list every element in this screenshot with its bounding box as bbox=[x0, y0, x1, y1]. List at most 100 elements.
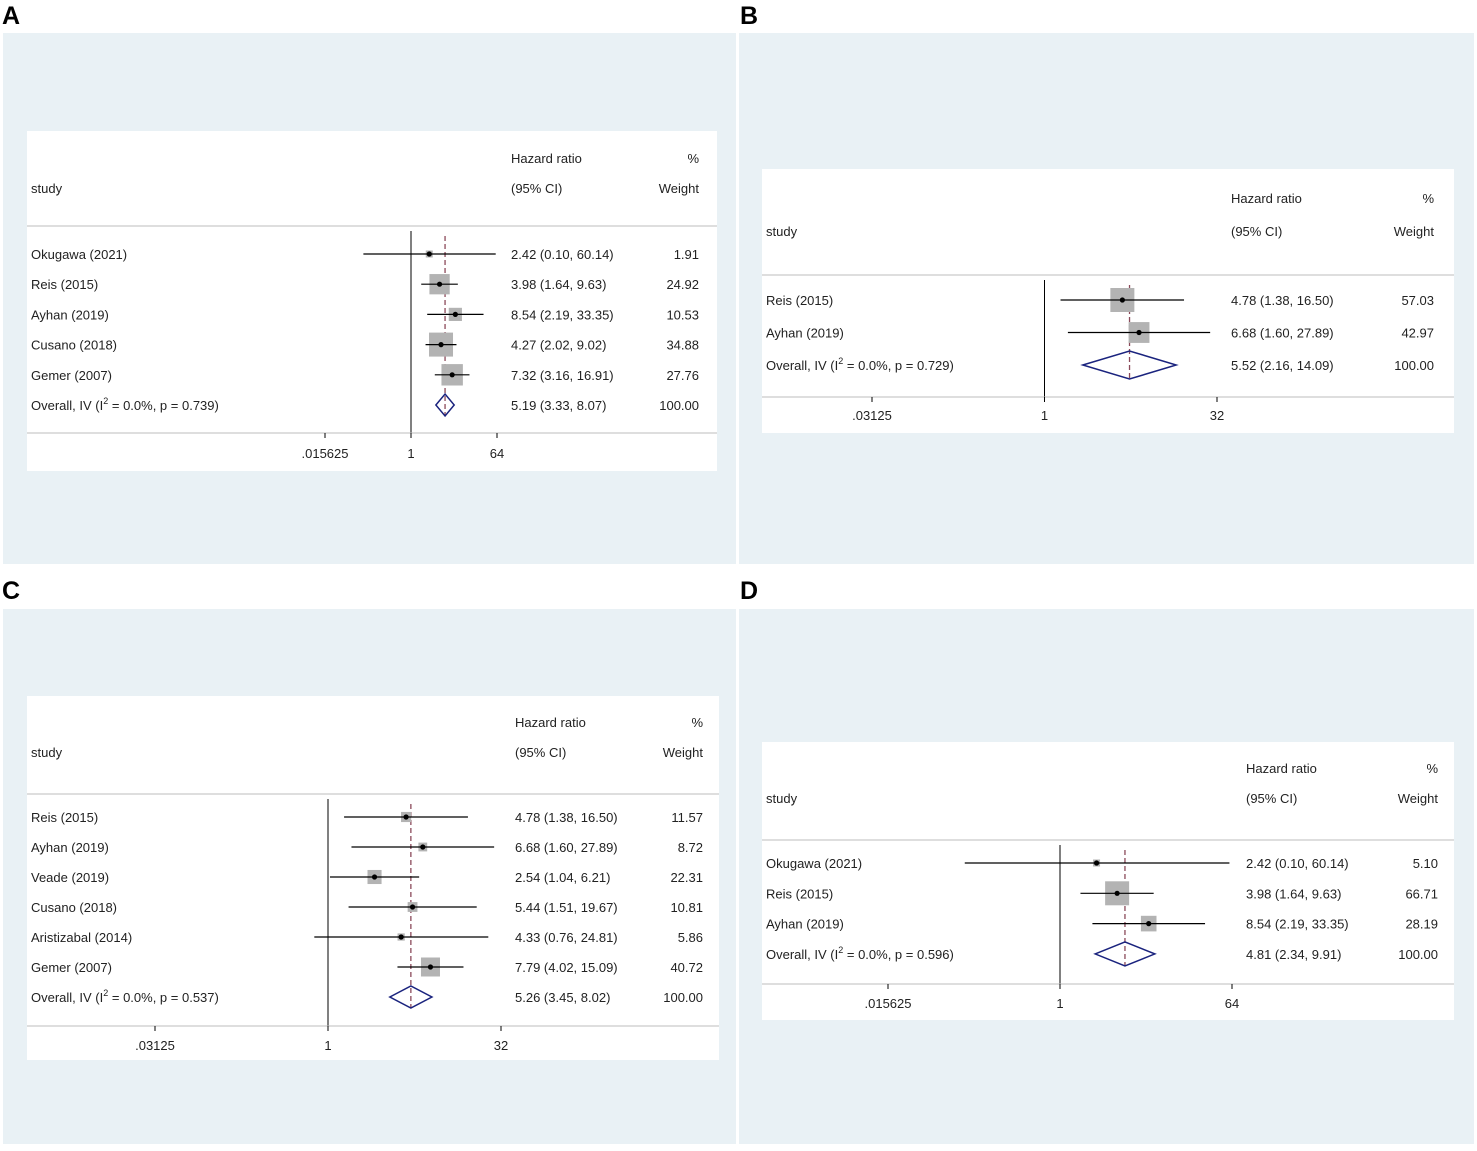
study-name: Reis (2015) bbox=[766, 293, 833, 308]
forest-plot-d: Hazard ratio% study (95% CI) Weight .015625 1… bbox=[762, 742, 1454, 1020]
forest-plot-b: Hazard ratio% study (95% CI) Weight .03125 1 3… bbox=[762, 169, 1454, 433]
x-tick-label: 32 bbox=[494, 1038, 508, 1053]
study-weight: 40.72 bbox=[670, 960, 703, 975]
panel-label-b: B bbox=[740, 2, 759, 30]
study-header: study bbox=[766, 791, 798, 806]
overall-diamond bbox=[388, 985, 434, 1009]
study-name: Ayhan (2019) bbox=[766, 326, 844, 341]
x-tick-label: 64 bbox=[1225, 996, 1239, 1011]
overall-weight: 100.00 bbox=[659, 398, 699, 413]
forest-plot-c-svg: Hazard ratio % study (95% CI) Weight .03125 1 3… bbox=[27, 715, 719, 1053]
study-name: Gemer (2007) bbox=[31, 368, 112, 383]
study-ci-text: 8.54 (2.19, 33.35) bbox=[1246, 917, 1349, 932]
study-weight: 10.81 bbox=[670, 900, 703, 915]
study-point-estimate bbox=[452, 311, 458, 317]
study-ci-text: 4.27 (2.02, 9.02) bbox=[511, 338, 606, 353]
weight-header: Weight bbox=[1398, 791, 1439, 806]
study-header: study bbox=[31, 745, 63, 760]
x-tick-label: 1 bbox=[1041, 408, 1048, 423]
effect-header: Hazard ratio bbox=[511, 151, 582, 166]
x-tick-label: 1 bbox=[324, 1038, 331, 1053]
study-name: Cusano (2018) bbox=[31, 338, 117, 353]
x-tick-label: 1 bbox=[1056, 996, 1063, 1011]
effect-header: Hazard ratio bbox=[1246, 761, 1317, 776]
x-tick-label: 1 bbox=[407, 446, 414, 461]
overall-diamond bbox=[434, 392, 456, 418]
overall-weight: 100.00 bbox=[1398, 947, 1438, 962]
study-point-estimate bbox=[420, 844, 426, 850]
weight-header: Weight bbox=[1394, 224, 1435, 239]
forest-plot-b-svg: Hazard ratio % study (95% CI) Weight .03125 1 3… bbox=[762, 191, 1454, 423]
ci-header: (95% CI) bbox=[515, 745, 566, 760]
study-name: Reis (2015) bbox=[31, 277, 98, 292]
study-point-estimate bbox=[436, 281, 443, 287]
overall-ci-text: 5.26 (3.45, 8.02) bbox=[515, 990, 610, 1005]
study-ci-text: 7.79 (4.02, 15.09) bbox=[515, 960, 618, 975]
x-tick-label: .015625 bbox=[302, 446, 349, 461]
overall-ci-text: 4.81 (2.34, 9.91) bbox=[1246, 947, 1341, 962]
overall-ci-text: 5.19 (3.33, 8.07) bbox=[511, 398, 606, 413]
ci-header: (95% CI) bbox=[1231, 224, 1282, 239]
weight-header: Weight bbox=[659, 181, 700, 196]
overall-diamond bbox=[1093, 941, 1157, 967]
study-name: Gemer (2007) bbox=[31, 960, 112, 975]
study-ci-text: 3.98 (1.64, 9.63) bbox=[511, 277, 606, 292]
weight-header-symbol: % bbox=[691, 715, 703, 730]
study-ci-text: 2.42 (0.10, 60.14) bbox=[511, 247, 614, 262]
overall-label: Overall, IV (I2 = 0.0%, p = 0.739) bbox=[31, 396, 219, 413]
study-weight: 5.86 bbox=[678, 930, 703, 945]
ci-header: (95% CI) bbox=[511, 181, 562, 196]
study-point-estimate bbox=[438, 342, 444, 348]
study-ci-text: 3.98 (1.64, 9.63) bbox=[1246, 886, 1341, 901]
study-ci-text: 4.78 (1.38, 16.50) bbox=[515, 810, 618, 825]
weight-header-symbol: % bbox=[1426, 761, 1438, 776]
study-point-estimate bbox=[426, 251, 432, 257]
study-point-estimate bbox=[427, 964, 434, 970]
study-weight: 27.76 bbox=[666, 368, 699, 383]
study-point-estimate bbox=[1136, 329, 1142, 336]
study-name: Veade (2019) bbox=[31, 870, 109, 885]
study-point-estimate bbox=[1119, 297, 1125, 303]
study-point-estimate bbox=[398, 934, 404, 940]
study-ci-text: 8.54 (2.19, 33.35) bbox=[511, 307, 614, 322]
study-weight: 34.88 bbox=[666, 338, 699, 353]
overall-diamond bbox=[1080, 350, 1179, 380]
panel-label-d: D bbox=[740, 577, 759, 605]
x-tick-label: .015625 bbox=[865, 996, 912, 1011]
study-point-estimate bbox=[371, 874, 378, 880]
weight-header-symbol: % bbox=[687, 151, 699, 166]
overall-weight: 100.00 bbox=[663, 990, 703, 1005]
study-ci-text: 4.78 (1.38, 16.50) bbox=[1231, 293, 1334, 308]
study-weight: 66.71 bbox=[1405, 886, 1438, 901]
study-name: Ayhan (2019) bbox=[31, 840, 109, 855]
study-name: Aristizabal (2014) bbox=[31, 930, 132, 945]
x-tick-label: 64 bbox=[490, 446, 504, 461]
study-weight: 1.91 bbox=[674, 247, 699, 262]
overall-label: Overall, IV (I2 = 0.0%, p = 0.729) bbox=[766, 356, 954, 373]
study-ci-text: 4.33 (0.76, 24.81) bbox=[515, 930, 618, 945]
panel-label-a: A bbox=[2, 2, 21, 30]
x-tick-label: .03125 bbox=[852, 408, 892, 423]
study-point-estimate bbox=[403, 814, 409, 820]
effect-header: Hazard ratio bbox=[1231, 191, 1302, 206]
overall-ci-text: 5.52 (2.16, 14.09) bbox=[1231, 358, 1334, 373]
forest-plot-a-svg: Hazard ratio % study (95% CI) Weight .015625 1… bbox=[27, 151, 717, 461]
overall-label: Overall, IV (I2 = 0.0%, p = 0.596) bbox=[766, 945, 954, 962]
study-ci-text: 2.54 (1.04, 6.21) bbox=[515, 870, 610, 885]
forest-plot-a: Hazard ratio% study (95% CI) Weight .015625 1… bbox=[27, 131, 717, 471]
study-ci-text: 5.44 (1.51, 19.67) bbox=[515, 900, 618, 915]
study-ci-text: 7.32 (3.16, 16.91) bbox=[511, 368, 614, 383]
overall-weight: 100.00 bbox=[1394, 358, 1434, 373]
study-ci-text: 2.42 (0.10, 60.14) bbox=[1246, 856, 1349, 871]
study-point-estimate bbox=[449, 372, 455, 378]
study-name: Okugawa (2021) bbox=[766, 856, 862, 871]
panel-label-c: C bbox=[2, 577, 21, 605]
study-header: study bbox=[31, 181, 63, 196]
study-point-estimate bbox=[409, 904, 416, 910]
study-name: Reis (2015) bbox=[766, 886, 833, 901]
study-name: Cusano (2018) bbox=[31, 900, 117, 915]
forest-plot-c: Hazard ratio% study (95% CI) Weight .03125 1 3… bbox=[27, 696, 719, 1060]
study-weight: 8.72 bbox=[678, 840, 703, 855]
study-name: Ayhan (2019) bbox=[31, 307, 109, 322]
study-weight: 22.31 bbox=[670, 870, 703, 885]
